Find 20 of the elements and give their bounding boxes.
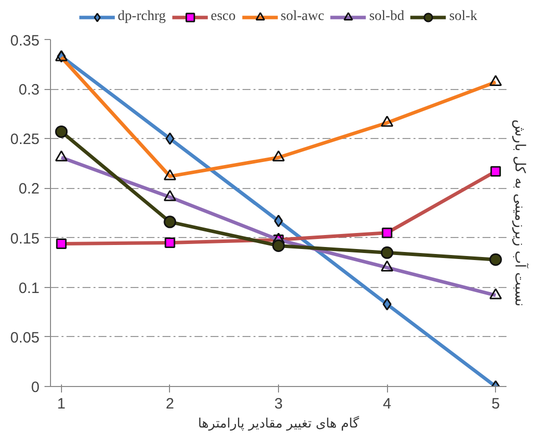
y-tick-label: 0.05: [10, 329, 40, 346]
y-tick-label: 0: [31, 379, 40, 396]
x-axis-title: گام های تغییر مقادیر پارامترها: [198, 416, 360, 432]
y-tick-label: 0.1: [18, 280, 40, 297]
x-tick-label: 5: [491, 396, 500, 412]
y-tick-label: 0.15: [10, 230, 40, 248]
legend-label: sol-bd: [369, 9, 404, 25]
y-tick-label: 0.25: [10, 131, 40, 148]
y-tick-label: 0.2: [18, 180, 40, 198]
x-tick-label: 1: [57, 396, 66, 412]
legend-label: esco: [210, 9, 236, 25]
legend-label: sol-awc: [280, 9, 324, 25]
legend-label: sol-k: [449, 9, 478, 25]
y-tick-label: 0.3: [18, 82, 40, 99]
y-axis-title: نسبت آب زیرزمینی به کل بارش: [512, 119, 530, 307]
legend-label: dp-rchrg: [118, 9, 166, 25]
x-tick-label: 3: [274, 396, 283, 412]
y-tick-label: 0.35: [10, 32, 40, 50]
x-tick-label: 4: [382, 396, 392, 412]
x-tick-label: 2: [166, 396, 174, 412]
